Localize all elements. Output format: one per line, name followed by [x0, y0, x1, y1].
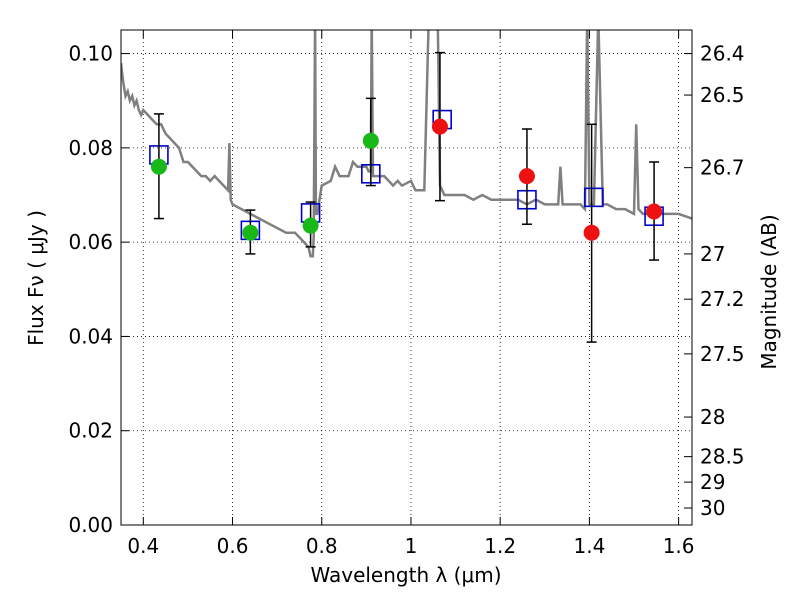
x-axis-title: Wavelength λ (μm): [310, 563, 501, 587]
x-tick-label: 1: [405, 534, 418, 558]
nir-point: [518, 168, 535, 185]
y2-axis-title: Magnitude (AB): [757, 214, 781, 369]
x-tick-label: 1.6: [663, 534, 695, 558]
y-axis-title: Flux Fν ( μJy ): [24, 210, 48, 346]
y-tick-label: 0.00: [68, 513, 113, 537]
y2-tick-label: 28.5: [700, 445, 745, 469]
y2-tick-label: 27.5: [700, 342, 745, 366]
y-tick-label: 0.02: [68, 419, 113, 443]
y2-tick-label: 27.2: [700, 287, 745, 311]
x-tick-label: 1.4: [573, 534, 605, 558]
optical-point: [242, 224, 259, 241]
optical-point: [362, 132, 379, 149]
x-tick-label: 0.8: [306, 534, 338, 558]
x-tick-label: 1.2: [484, 534, 516, 558]
y-tick-label: 0.04: [68, 324, 113, 348]
grid-lines: [121, 30, 692, 525]
y2-tick-label: 28: [700, 405, 725, 429]
y2-tick-label: 26.5: [700, 83, 745, 107]
y-tick-label: 0.08: [68, 136, 113, 160]
nir-point: [583, 224, 600, 241]
optical-point: [150, 158, 167, 175]
y-tick-label: 0.06: [68, 230, 113, 254]
y2-tick-label: 29: [700, 470, 725, 494]
y-tick-label: 0.10: [68, 42, 113, 66]
x-tick-label: 0.6: [217, 534, 249, 558]
y2-tick-label: 26.4: [700, 42, 745, 66]
y2-tick-label: 30: [700, 496, 725, 520]
plot-area: [121, 30, 692, 343]
optical-point: [302, 217, 319, 234]
y2-tick-label: 27: [700, 242, 725, 266]
template-spectrum-line: [121, 30, 692, 258]
tick-labels: 0.4 0.6 0.8 1 1.2 1.4 1.6 0.00 0.02 0.04 0.06 0.08 0…: [68, 42, 744, 558]
model-box: [584, 187, 604, 208]
plot-frame: [120, 29, 693, 526]
nir-point: [431, 118, 448, 135]
y2-tick-label: 26.7: [700, 156, 745, 180]
x-tick-label: 0.4: [127, 534, 159, 558]
nir-point: [646, 203, 663, 220]
axis-ticks: [121, 30, 692, 526]
observed-points: [150, 118, 663, 241]
